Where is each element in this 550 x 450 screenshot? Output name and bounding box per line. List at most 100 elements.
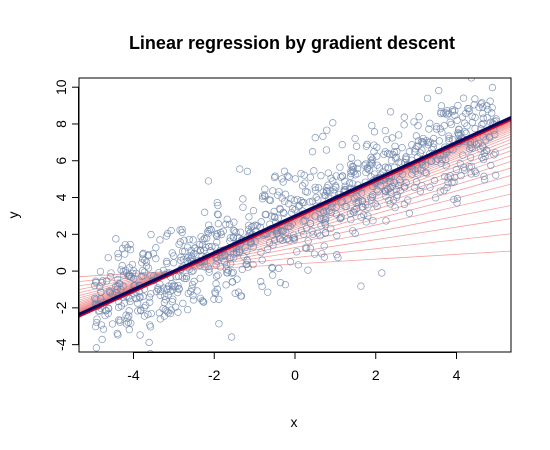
- x-tick-label: 4: [453, 367, 461, 383]
- data-point: [188, 284, 196, 293]
- data-point: [161, 306, 170, 314]
- data-point: [144, 264, 153, 272]
- data-point: [146, 298, 154, 306]
- chart-title: Linear regression by gradient descent: [129, 33, 455, 53]
- data-point: [370, 128, 379, 136]
- data-point: [432, 157, 440, 165]
- data-point: [276, 279, 285, 287]
- data-point: [306, 244, 315, 253]
- data-point: [182, 274, 190, 283]
- data-point: [301, 179, 309, 187]
- data-point: [228, 278, 237, 286]
- data-point: [274, 191, 282, 199]
- data-point: [145, 338, 153, 347]
- data-point: [92, 318, 101, 327]
- data-point: [279, 178, 287, 186]
- data-point: [239, 203, 247, 211]
- data-point: [302, 224, 311, 232]
- data-point: [321, 219, 329, 227]
- data-point: [347, 216, 355, 224]
- data-point: [362, 142, 370, 150]
- y-axis-label: y: [5, 212, 21, 219]
- data-point: [223, 215, 231, 223]
- data-point: [432, 125, 441, 133]
- data-point: [294, 202, 303, 211]
- data-point: [122, 320, 131, 328]
- data-point: [319, 132, 327, 140]
- data-point: [147, 230, 155, 239]
- data-point: [286, 258, 295, 266]
- data-point: [397, 178, 405, 186]
- data-point: [395, 131, 403, 139]
- data-point: [426, 183, 434, 192]
- data-point: [275, 188, 283, 196]
- data-point: [166, 309, 174, 318]
- data-point: [181, 247, 189, 255]
- data-point: [291, 175, 299, 183]
- data-point: [306, 219, 315, 228]
- data-point: [452, 165, 460, 174]
- data-point: [436, 125, 444, 133]
- data-point: [443, 111, 451, 119]
- data-point: [211, 288, 219, 296]
- data-point: [480, 149, 488, 157]
- data-point: [166, 287, 175, 296]
- data-point: [118, 261, 126, 270]
- data-point: [178, 247, 187, 255]
- data-point: [102, 277, 111, 285]
- data-point: [108, 290, 116, 298]
- data-point: [229, 268, 237, 277]
- data-point: [125, 307, 133, 315]
- data-point: [276, 235, 284, 243]
- data-point: [217, 253, 225, 261]
- data-point: [360, 211, 368, 219]
- data-point: [341, 177, 349, 185]
- data-point: [114, 253, 122, 262]
- data-point: [460, 166, 469, 174]
- data-point: [387, 156, 396, 165]
- data-point: [324, 181, 332, 189]
- data-point: [215, 295, 223, 304]
- data-point: [106, 273, 115, 281]
- data-point: [211, 243, 219, 251]
- data-point: [117, 266, 125, 274]
- data-point: [223, 269, 232, 277]
- data-point: [199, 236, 207, 244]
- data-point: [401, 183, 409, 191]
- fitted-line: [79, 155, 511, 304]
- data-point: [263, 245, 272, 253]
- data-point: [459, 94, 468, 102]
- data-point: [146, 350, 154, 352]
- data-point: [386, 184, 394, 192]
- data-point: [367, 193, 375, 202]
- data-point: [484, 105, 492, 114]
- data-point: [400, 121, 408, 129]
- data-point: [232, 228, 240, 237]
- data-point: [290, 231, 298, 239]
- data-point: [268, 263, 276, 272]
- x-axis: -4 -2 0 2 4: [127, 352, 461, 383]
- data-point: [309, 230, 317, 238]
- data-point: [258, 282, 266, 291]
- y-tick-label: 8: [53, 120, 69, 128]
- data-point: [380, 150, 388, 159]
- data-point: [266, 196, 275, 205]
- data-point: [196, 247, 204, 255]
- data-point: [327, 208, 335, 217]
- data-point: [332, 172, 340, 180]
- data-point: [134, 307, 142, 315]
- data-point: [258, 192, 267, 200]
- data-point: [245, 213, 253, 221]
- data-point: [285, 236, 294, 245]
- data-point: [274, 214, 282, 222]
- data-point: [471, 124, 479, 133]
- data-point: [441, 172, 449, 181]
- data-point: [306, 198, 314, 206]
- data-point: [440, 151, 448, 159]
- data-point: [205, 243, 213, 251]
- data-point: [278, 175, 286, 183]
- final-fit-line: [79, 116, 511, 318]
- data-point: [200, 208, 209, 216]
- data-point: [147, 309, 155, 318]
- data-point: [159, 284, 168, 292]
